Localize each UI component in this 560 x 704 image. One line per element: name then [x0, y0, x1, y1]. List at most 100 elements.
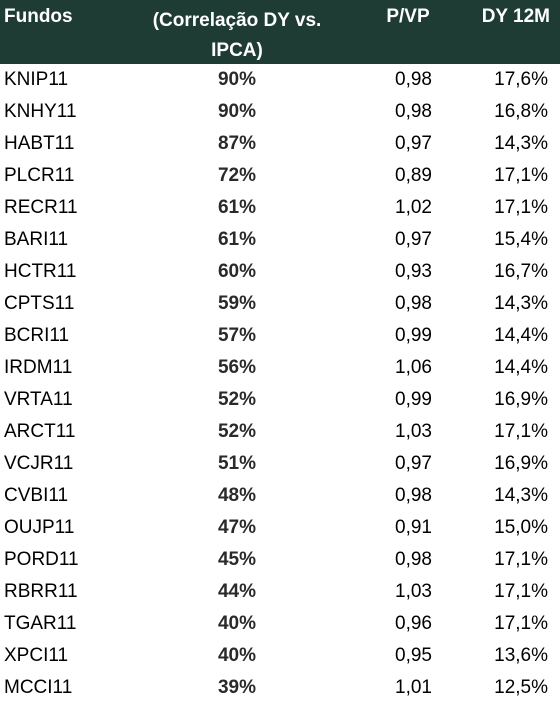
pvp-cell: 0,93 [395, 261, 432, 282]
table-body: KNIP11 90% 0,98 17,6% KNHY11 90% 0,98 16,8% HABT… [0, 64, 560, 704]
correlation-cell: 90% [217, 69, 257, 90]
pvp-cell: 1,03 [395, 581, 432, 602]
dy-12m-cell: 12,5% [494, 677, 548, 698]
header-correlacao-line2: IPCA) [211, 40, 263, 61]
pvp-cell: 0,98 [395, 485, 432, 506]
fund-name-cell: PLCR11 [4, 165, 75, 186]
fund-name-cell: KNHY11 [4, 101, 77, 122]
pvp-cell: 0,99 [395, 389, 432, 410]
fund-name-cell: KNIP11 [4, 69, 69, 90]
pvp-cell: 1,03 [395, 421, 432, 442]
table-row: XPCI11 40% 0,95 13,6% [0, 640, 560, 672]
fund-name-cell: VCJR11 [4, 453, 74, 474]
fund-name-cell: BCRI11 [4, 325, 70, 346]
dy-12m-cell: 14,3% [494, 485, 548, 506]
correlation-cell: 57% [217, 325, 257, 346]
dy-12m-cell: 17,1% [494, 581, 548, 602]
correlation-cell: 44% [217, 581, 257, 602]
fund-name-cell: CPTS11 [4, 293, 75, 314]
table-row: HABT11 87% 0,97 14,3% [0, 128, 560, 160]
fund-name-cell: BARI11 [4, 229, 69, 250]
dy-12m-cell: 16,8% [494, 101, 548, 122]
pvp-cell: 0,89 [395, 165, 432, 186]
dy-12m-cell: 17,1% [494, 421, 548, 442]
fund-name-cell: CVBI11 [4, 485, 69, 506]
fund-name-cell: HCTR11 [4, 261, 77, 282]
table-header: Fundos (Correlação DY vs. IPCA) P/VP DY … [0, 0, 560, 64]
pvp-cell: 0,98 [395, 101, 432, 122]
pvp-cell: 0,98 [395, 293, 432, 314]
pvp-cell: 0,97 [395, 133, 432, 154]
dy-12m-cell: 16,9% [494, 389, 548, 410]
fund-name-cell: RBRR11 [4, 581, 78, 602]
fund-name-cell: ARCT11 [4, 421, 76, 442]
pvp-cell: 0,97 [395, 453, 432, 474]
pvp-cell: 0,96 [395, 613, 432, 634]
pvp-cell: 0,95 [395, 645, 432, 666]
fund-name-cell: PORD11 [4, 549, 79, 570]
table-row: HCTR11 60% 0,93 16,7% [0, 256, 560, 288]
correlation-cell: 40% [217, 645, 257, 666]
header-pvp: P/VP [386, 6, 430, 27]
dy-12m-cell: 14,3% [494, 293, 548, 314]
header-fundos: Fundos [4, 6, 73, 27]
correlation-cell: 72% [217, 165, 257, 186]
dy-12m-cell: 17,1% [494, 165, 548, 186]
dy-12m-cell: 15,4% [494, 229, 548, 250]
dy-12m-cell: 17,1% [494, 549, 548, 570]
dy-12m-cell: 14,4% [494, 325, 548, 346]
dy-12m-cell: 14,3% [494, 133, 548, 154]
pvp-cell: 1,02 [395, 197, 432, 218]
table-row: ARCT11 52% 1,03 17,1% [0, 416, 560, 448]
header-correlacao: (Correlação DY vs. IPCA) [132, 6, 342, 66]
dy-12m-cell: 14,4% [494, 357, 548, 378]
correlation-cell: 52% [217, 389, 257, 410]
fund-name-cell: HABT11 [4, 133, 75, 154]
pvp-cell: 0,98 [395, 549, 432, 570]
table-row: IRDM11 56% 1,06 14,4% [0, 352, 560, 384]
correlation-cell: 48% [217, 485, 257, 506]
correlation-cell: 52% [217, 421, 257, 442]
correlation-cell: 45% [217, 549, 257, 570]
dy-12m-cell: 16,7% [494, 261, 548, 282]
correlation-cell: 90% [217, 101, 257, 122]
fund-name-cell: RECR11 [4, 197, 78, 218]
table-row: VCJR11 51% 0,97 16,9% [0, 448, 560, 480]
correlation-cell: 59% [217, 293, 257, 314]
table-row: VRTA11 52% 0,99 16,9% [0, 384, 560, 416]
pvp-cell: 1,06 [395, 357, 432, 378]
pvp-cell: 0,98 [395, 69, 432, 90]
fund-name-cell: MCCI11 [4, 677, 73, 698]
correlation-cell: 39% [217, 677, 257, 698]
dy-12m-cell: 17,1% [494, 613, 548, 634]
header-dy-12m: DY 12M [481, 6, 550, 27]
pvp-cell: 1,01 [395, 677, 432, 698]
fund-name-cell: VRTA11 [4, 389, 73, 410]
table-row: MCCI11 39% 1,01 12,5% [0, 672, 560, 704]
fund-name-cell: XPCI11 [4, 645, 69, 666]
correlation-cell: 60% [217, 261, 257, 282]
dy-12m-cell: 15,0% [494, 517, 548, 538]
dy-12m-cell: 17,1% [494, 197, 548, 218]
correlation-cell: 56% [217, 357, 257, 378]
fund-name-cell: OUJP11 [4, 517, 75, 538]
table-row: CPTS11 59% 0,98 14,3% [0, 288, 560, 320]
table-row: BCRI11 57% 0,99 14,4% [0, 320, 560, 352]
table-row: RBRR11 44% 1,03 17,1% [0, 576, 560, 608]
table-row: BARI11 61% 0,97 15,4% [0, 224, 560, 256]
table-row: KNHY11 90% 0,98 16,8% [0, 96, 560, 128]
dy-12m-cell: 13,6% [494, 645, 548, 666]
table-row: CVBI11 48% 0,98 14,3% [0, 480, 560, 512]
table-row: RECR11 61% 1,02 17,1% [0, 192, 560, 224]
table-row: PLCR11 72% 0,89 17,1% [0, 160, 560, 192]
pvp-cell: 0,91 [395, 517, 432, 538]
header-correlacao-line1: (Correlação DY vs. [152, 10, 322, 31]
correlation-cell: 47% [217, 517, 257, 538]
table-row: KNIP11 90% 0,98 17,6% [0, 64, 560, 96]
pvp-cell: 0,99 [395, 325, 432, 346]
fund-name-cell: TGAR11 [4, 613, 77, 634]
table-row: PORD11 45% 0,98 17,1% [0, 544, 560, 576]
pvp-cell: 0,97 [395, 229, 432, 250]
correlation-cell: 51% [217, 453, 257, 474]
table-row: OUJP11 47% 0,91 15,0% [0, 512, 560, 544]
